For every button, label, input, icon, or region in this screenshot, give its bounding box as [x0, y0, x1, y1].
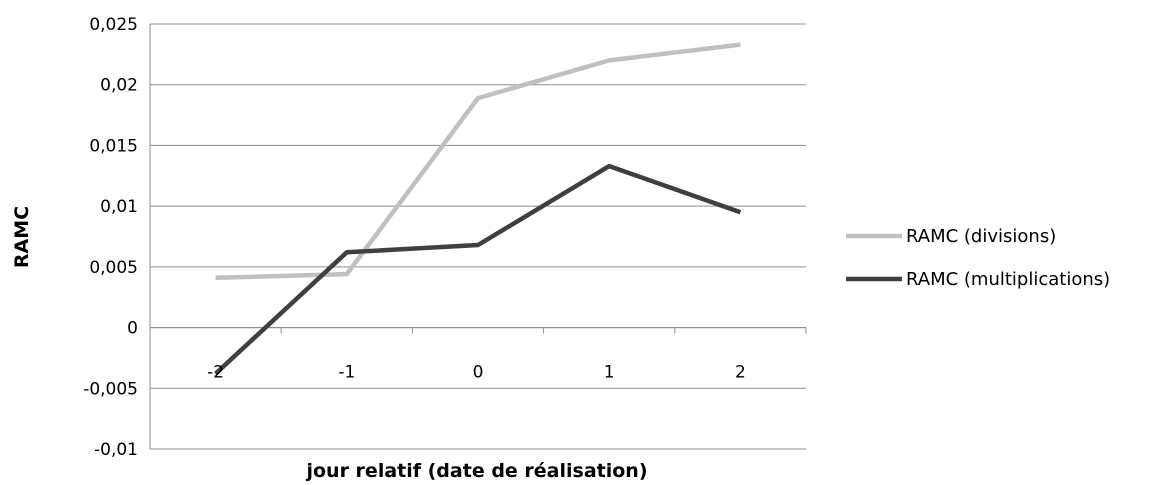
legend-label: RAMC (multiplications): [906, 269, 1110, 290]
y-tick-label: -0,01: [94, 440, 138, 460]
y-tick-label: 0,015: [89, 136, 138, 156]
y-axis-title: RAMC: [11, 206, 33, 268]
x-tick-label: 1: [604, 363, 615, 383]
tick-labels: -0,01 -0,005 0 0,005 0,01 0,015 0,02 0,025 -2 -1 0…: [83, 15, 746, 460]
y-tick-label: 0,025: [89, 15, 138, 35]
y-tick-label: 0,005: [89, 258, 138, 278]
gridlines: [150, 23, 806, 450]
y-tick-label: 0: [127, 319, 138, 339]
axes: [149, 24, 807, 449]
y-tick-label: -0,005: [83, 379, 138, 399]
legend-label: RAMC (divisions): [906, 226, 1056, 247]
y-tick-label: 0,01: [100, 197, 138, 217]
series-lines: [214, 42, 742, 376]
x-tick-label: -2: [207, 363, 224, 383]
x-tick-label: -1: [338, 363, 355, 383]
x-axis-title: jour relatif (date de réalisation): [305, 460, 647, 481]
x-tick-label: 0: [473, 363, 484, 383]
series-line-1: [214, 163, 742, 376]
legend: RAMC (divisions) RAMC (multiplications): [846, 226, 1110, 290]
x-tick-label: 2: [735, 363, 746, 383]
series-line-0: [215, 42, 741, 281]
y-tick-label: 0,02: [100, 76, 138, 96]
